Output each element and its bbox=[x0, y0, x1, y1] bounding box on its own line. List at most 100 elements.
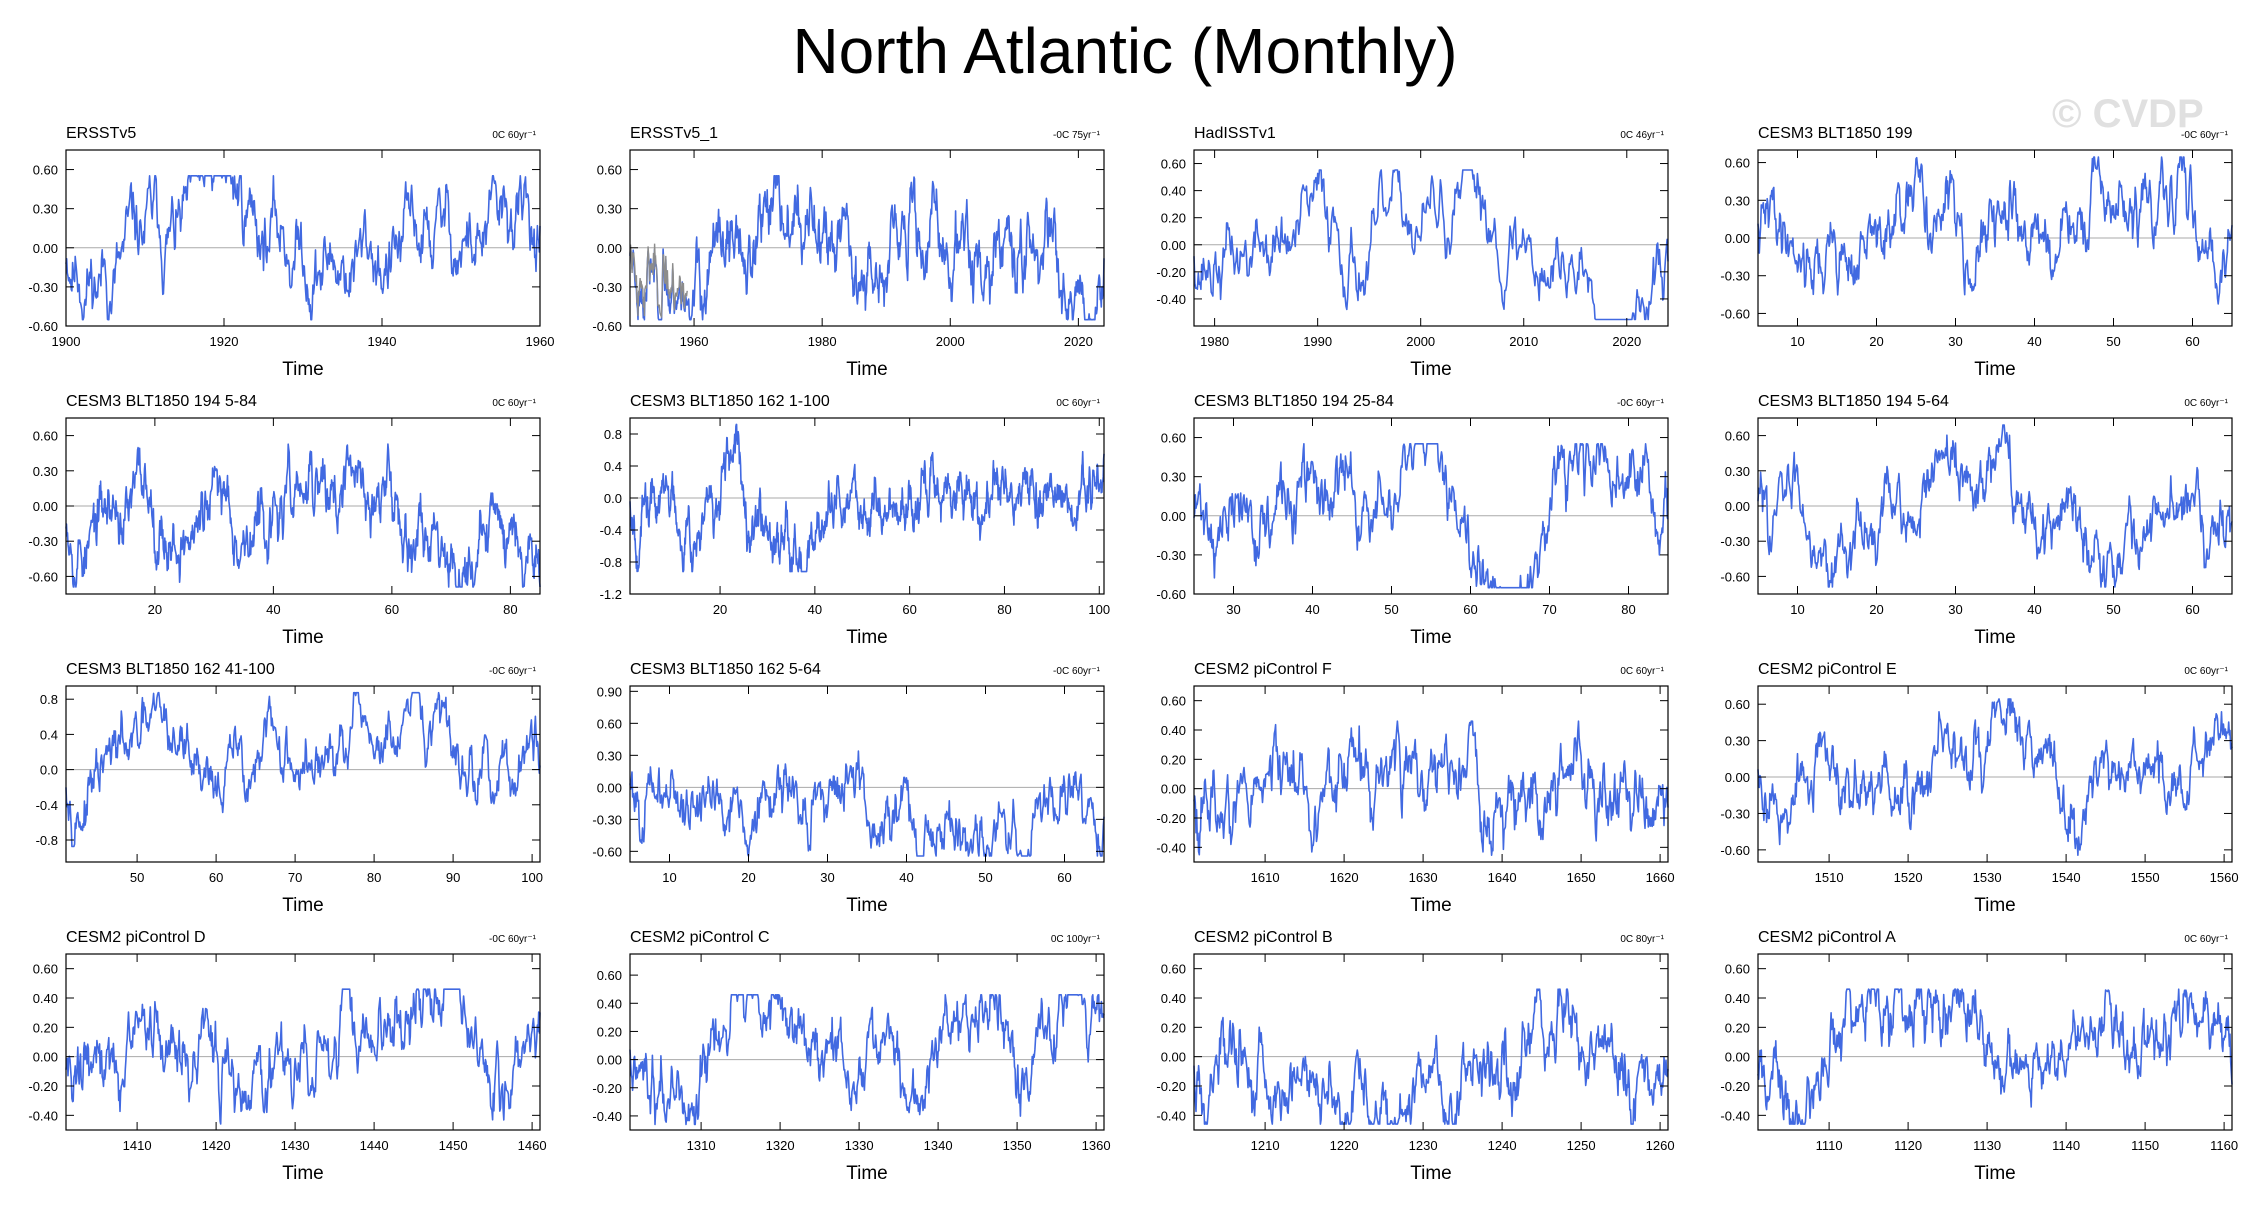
x-tick-label: 1140 bbox=[2052, 1138, 2080, 1153]
y-tick-label: 0.8 bbox=[40, 692, 58, 707]
panel-title: CESM2 piControl A bbox=[1758, 929, 1896, 946]
y-tick-label: -0.30 bbox=[1720, 269, 1750, 284]
y-tick-label: 0.90 bbox=[597, 684, 622, 699]
y-tick-label: 0.60 bbox=[1161, 157, 1186, 172]
y-tick-label: 0.60 bbox=[1725, 962, 1750, 977]
x-tick-label: 20 bbox=[148, 602, 162, 617]
x-axis-label: Time bbox=[846, 627, 888, 648]
y-tick-label: 0.40 bbox=[33, 991, 58, 1006]
plot-frame bbox=[629, 417, 1105, 595]
plot-frame bbox=[1193, 953, 1669, 1131]
y-tick-label: -0.40 bbox=[1720, 1108, 1750, 1123]
panel-title: CESM3 BLT1850 194 5-64 bbox=[1758, 393, 1949, 410]
x-tick-label: 1940 bbox=[368, 334, 397, 349]
x-tick-label: 60 bbox=[1463, 602, 1477, 617]
x-tick-label: 1640 bbox=[1488, 870, 1517, 885]
panel-title: ERSSTv5 bbox=[66, 125, 136, 142]
x-tick-label: 2020 bbox=[1064, 334, 1093, 349]
x-tick-label: 1610 bbox=[1251, 870, 1280, 885]
y-tick-label: -0.40 bbox=[1156, 292, 1186, 307]
x-tick-label: 1520 bbox=[1894, 870, 1923, 885]
x-axis-label: Time bbox=[282, 359, 324, 380]
panel-title: CESM3 BLT1850 162 41-100 bbox=[66, 661, 275, 678]
y-tick-label: 0.20 bbox=[1161, 752, 1186, 767]
y-tick-label: -0.40 bbox=[592, 1109, 622, 1124]
x-tick-label: 1980 bbox=[808, 334, 837, 349]
y-tick-label: 0.00 bbox=[1161, 1050, 1186, 1065]
x-tick-label: 60 bbox=[1057, 870, 1071, 885]
x-axis-label: Time bbox=[846, 359, 888, 380]
y-tick-label: 0.60 bbox=[1161, 431, 1186, 446]
y-tick-label: -0.30 bbox=[1720, 534, 1750, 549]
x-tick-label: 1560 bbox=[2210, 870, 2239, 885]
plot-frame bbox=[1757, 953, 2233, 1131]
series-line bbox=[65, 988, 541, 1125]
series-line bbox=[1193, 988, 1669, 1125]
page-title: North Atlantic (Monthly) bbox=[792, 15, 1458, 87]
y-tick-label: -0.20 bbox=[1720, 1079, 1750, 1094]
series-line bbox=[1757, 988, 2233, 1125]
x-tick-label: 1450 bbox=[439, 1138, 468, 1153]
x-axis-label: Time bbox=[1974, 1163, 2016, 1184]
x-axis-label: Time bbox=[846, 1163, 888, 1184]
x-tick-label: 50 bbox=[978, 870, 992, 885]
y-tick-label: -0.60 bbox=[1720, 569, 1750, 584]
y-tick-label: -1.2 bbox=[600, 587, 622, 602]
x-tick-label: 1900 bbox=[52, 334, 81, 349]
x-tick-label: 70 bbox=[288, 870, 302, 885]
x-axis-label: Time bbox=[282, 627, 324, 648]
x-axis-label: Time bbox=[1410, 627, 1452, 648]
x-tick-label: 80 bbox=[997, 602, 1011, 617]
x-tick-label: 1650 bbox=[1567, 870, 1596, 885]
x-tick-label: 80 bbox=[503, 602, 517, 617]
x-axis-label: Time bbox=[282, 895, 324, 916]
panel-title: CESM3 BLT1850 199 bbox=[1758, 125, 1913, 142]
x-tick-label: 100 bbox=[1088, 602, 1110, 617]
y-tick-label: 0.8 bbox=[604, 427, 622, 442]
series-line bbox=[629, 423, 1105, 573]
x-tick-label: 60 bbox=[2185, 334, 2199, 349]
panel-title: CESM3 BLT1850 194 25-84 bbox=[1194, 393, 1394, 410]
y-tick-label: 0.60 bbox=[597, 163, 622, 178]
y-tick-label: 0.20 bbox=[1725, 1020, 1750, 1035]
y-tick-label: -0.8 bbox=[600, 555, 622, 570]
trend-label: 0C 60yr⁻¹ bbox=[2184, 666, 2228, 677]
y-tick-label: 0.30 bbox=[1725, 193, 1750, 208]
y-tick-label: 0.60 bbox=[33, 163, 58, 178]
x-tick-label: 50 bbox=[130, 870, 144, 885]
plot-frame bbox=[629, 953, 1105, 1131]
y-tick-label: 0.00 bbox=[33, 1050, 58, 1065]
x-tick-label: 1630 bbox=[1409, 870, 1438, 885]
y-tick-label: -0.20 bbox=[1156, 1079, 1186, 1094]
y-tick-label: -0.40 bbox=[1156, 840, 1186, 855]
y-tick-label: -0.30 bbox=[592, 280, 622, 295]
trend-label: 0C 60yr⁻¹ bbox=[1620, 666, 1664, 677]
y-tick-label: 0.60 bbox=[33, 962, 58, 977]
x-tick-label: 1980 bbox=[1200, 334, 1229, 349]
panel-title: ERSSTv5_1 bbox=[630, 125, 718, 142]
y-tick-label: 0.30 bbox=[1725, 734, 1750, 749]
panel-title: CESM3 BLT1850 194 5-84 bbox=[66, 393, 257, 410]
x-tick-label: 1420 bbox=[202, 1138, 231, 1153]
x-tick-label: 1540 bbox=[2052, 870, 2081, 885]
y-tick-label: -0.30 bbox=[28, 280, 58, 295]
x-tick-label: 1220 bbox=[1330, 1138, 1359, 1153]
panel-title: CESM2 piControl B bbox=[1194, 929, 1333, 946]
y-tick-label: -0.30 bbox=[592, 812, 622, 827]
x-tick-label: 1240 bbox=[1488, 1138, 1517, 1153]
x-tick-label: 1210 bbox=[1251, 1138, 1280, 1153]
x-tick-label: 10 bbox=[1790, 334, 1804, 349]
x-axis-label: Time bbox=[1410, 359, 1452, 380]
y-tick-label: 0.60 bbox=[597, 968, 622, 983]
panel-title: CESM2 piControl E bbox=[1758, 661, 1897, 678]
y-tick-label: 0.40 bbox=[597, 996, 622, 1011]
x-tick-label: 1620 bbox=[1330, 870, 1359, 885]
trend-label: 0C 60yr⁻¹ bbox=[492, 130, 536, 141]
series-line bbox=[1193, 443, 1669, 589]
x-tick-label: 1320 bbox=[766, 1138, 795, 1153]
x-tick-label: 50 bbox=[1384, 602, 1398, 617]
x-tick-label: 30 bbox=[1948, 334, 1962, 349]
panel-title: CESM2 piControl D bbox=[66, 929, 206, 946]
series-line bbox=[629, 750, 1105, 857]
plot-frame bbox=[629, 149, 1105, 327]
